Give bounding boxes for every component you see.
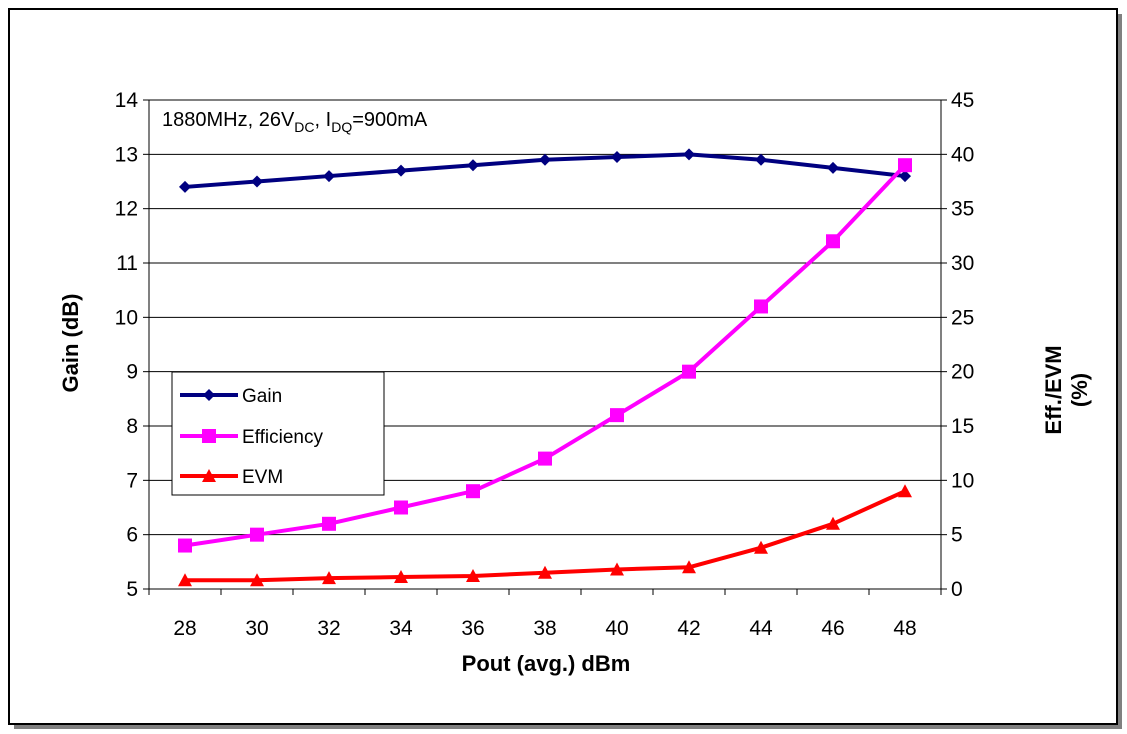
data-point [466,484,480,499]
right-tick-label: 30 [951,252,974,275]
left-tick-label: 14 [115,89,139,112]
right-tick-label: 15 [951,415,974,438]
x-tick-label: 44 [749,617,773,640]
right-tick-label: 10 [951,469,974,492]
right-tick-label: 45 [951,89,974,112]
left-tick-label: 8 [126,415,138,438]
data-point [178,538,192,553]
right-axis-title-line1: Eff./EVM [1041,345,1066,434]
legend-item-efficiency: Efficiency [180,427,323,448]
svg-text:EVM: EVM [242,467,283,488]
data-point [250,573,264,587]
data-point [610,408,624,423]
x-axis-title: Pout (avg.) dBm [462,651,631,676]
data-point [467,159,479,172]
data-point [251,175,263,188]
data-point [683,148,695,161]
data-point [610,562,624,576]
right-tick-label: 20 [951,361,974,384]
data-point [754,299,768,314]
right-tick-label: 40 [951,143,974,166]
svg-text:Efficiency: Efficiency [242,427,323,448]
left-tick-label: 5 [126,578,138,601]
data-point [827,161,839,174]
data-point [394,500,408,515]
data-point [611,151,623,164]
series-evm [178,484,912,587]
diamond-marker-icon [203,389,215,401]
data-point [898,484,912,498]
x-tick-label: 34 [389,617,413,640]
x-tick-label: 32 [317,617,340,640]
x-tick-label: 28 [173,617,196,640]
left-tick-label: 11 [116,252,138,275]
data-point [539,153,551,166]
data-point [322,571,336,585]
left-tick-label: 13 [115,143,138,166]
legend-item-gain: Gain [180,386,282,407]
left-axis-title: Gain (dB) [58,294,83,393]
left-tick-label: 6 [126,524,138,547]
right-tick-label: 25 [951,306,974,329]
data-point [754,540,768,554]
gridlines [149,99,941,590]
x-tick-label: 38 [533,617,556,640]
left-tick-label: 12 [115,198,138,221]
series-gain [179,148,911,193]
data-point [250,527,264,542]
data-point [826,516,840,530]
annotation-text: 1880MHz, 26VDC, IDQ=900mA [162,109,428,135]
square-marker-icon [202,429,216,443]
svg-text:Gain: Gain [242,386,282,407]
data-point [178,573,192,587]
data-point [394,570,408,584]
axes: 5 6 7 8 9 10 11 12 13 14 0 5 10 15 20 25 30 35 40 45 28 30 32 3… [115,89,975,640]
left-tick-label: 10 [115,306,138,329]
data-point [755,153,767,166]
data-point [323,170,335,183]
x-tick-label: 48 [893,617,916,640]
data-point [682,560,696,574]
x-tick-label: 46 [821,617,844,640]
left-tick-label: 7 [126,469,138,492]
series-layer [178,148,912,587]
x-tick-label: 36 [461,617,484,640]
legend: Gain Efficiency EVM [171,371,385,496]
x-tick-label: 40 [605,617,628,640]
right-tick-label: 0 [951,578,963,601]
data-point [899,170,911,183]
right-tick-label: 35 [951,198,974,221]
data-point [179,180,191,193]
right-axis-title-line2: (%) [1067,373,1092,407]
data-point [466,568,480,582]
right-tick-label: 5 [951,524,963,547]
data-point [898,158,912,173]
chart-frame [8,8,1118,725]
data-point [826,234,840,249]
data-point [322,516,336,531]
x-tick-label: 42 [677,617,700,640]
data-point [395,164,407,177]
data-point [538,565,552,579]
legend-item-evm: EVM [180,467,283,488]
series-efficiency [178,158,912,553]
data-point [538,451,552,466]
x-tick-label: 30 [245,617,268,640]
triangle-marker-icon [202,469,216,482]
data-point [682,364,696,379]
left-tick-label: 9 [126,361,138,384]
